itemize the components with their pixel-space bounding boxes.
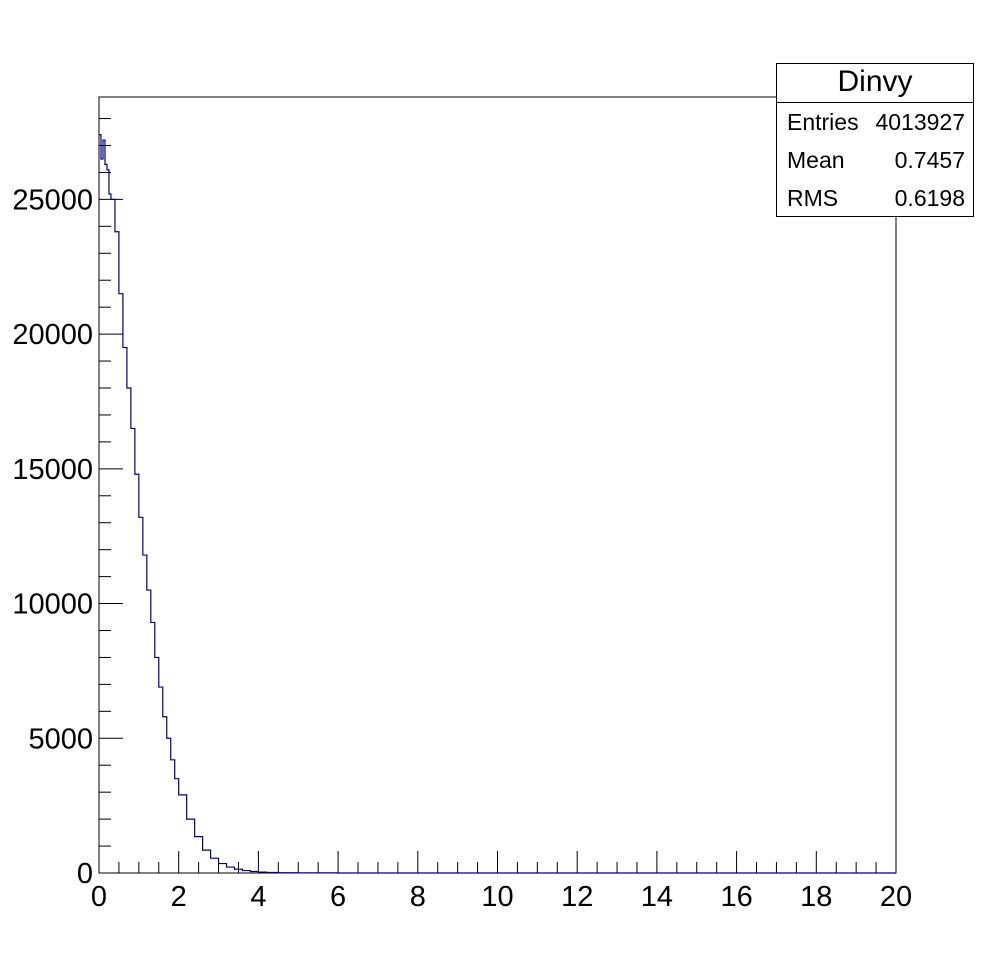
x-tick-label: 0 [91,881,107,913]
stats-row-entries: Entries 4013927 [777,103,973,141]
stats-row-rms: RMS 0.6198 [777,179,973,217]
stats-entries-label: Entries [787,109,859,135]
stats-row-mean: Mean 0.7457 [777,141,973,179]
x-tick-label: 16 [720,881,752,913]
x-tick-label: 14 [641,881,673,913]
x-tick-label: 18 [800,881,832,913]
stats-entries-value: 4013927 [875,109,965,135]
stats-mean-label: Mean [787,147,845,173]
stats-mean-value: 0.7457 [894,147,965,173]
y-tick-label: 25000 [12,184,93,216]
x-axis-tick-labels: 0 2 4 6 8 10 12 14 16 18 20 [91,881,912,913]
y-tick-label: 20000 [12,319,93,351]
stats-rms-label: RMS [787,185,839,211]
y-axis-ticks [99,118,123,874]
y-tick-label: 0 [77,858,93,890]
stats-title: Dinvy [777,64,973,103]
x-tick-label: 6 [330,881,346,913]
histogram-series-line [99,134,896,874]
x-axis-ticks [98,851,897,873]
stats-rms-value: 0.6198 [894,185,965,211]
y-tick-label: 10000 [12,589,93,621]
x-tick-label: 12 [561,881,593,913]
x-tick-label: 2 [171,881,187,913]
statistics-box: Dinvy Entries 4013927 Mean 0.7457 RMS 0.… [776,63,974,217]
x-tick-label: 10 [481,881,513,913]
y-tick-label: 15000 [12,454,93,486]
x-tick-label: 4 [250,881,266,913]
y-axis-tick-labels: 0 5000 10000 15000 20000 25000 [12,184,93,890]
x-tick-label: 20 [880,881,912,913]
x-tick-label: 8 [410,881,426,913]
y-tick-label: 5000 [28,723,93,755]
